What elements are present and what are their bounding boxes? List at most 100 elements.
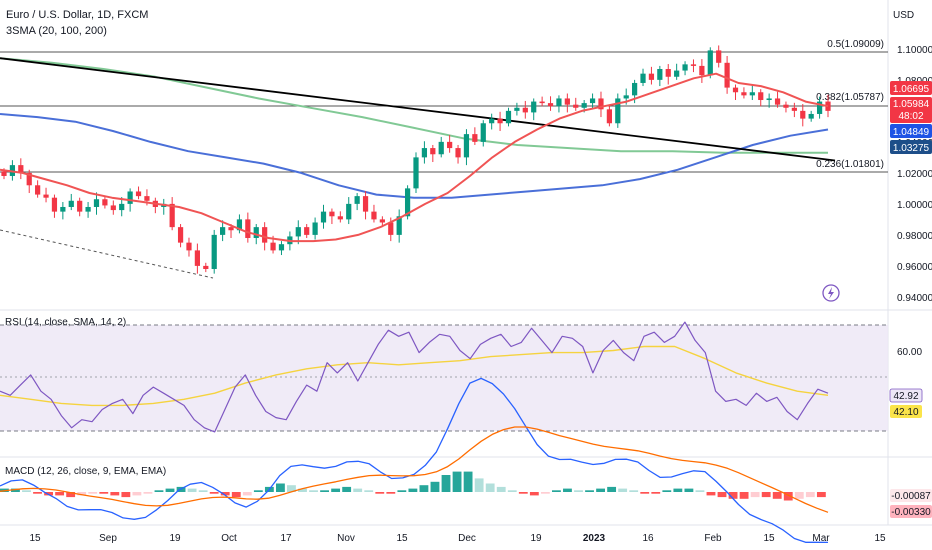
macd-histogram-bar [33, 492, 42, 494]
macd-histogram-bar [518, 492, 528, 494]
rsi-level-label: 60.00 [897, 347, 922, 358]
svg-text:1.05984: 1.05984 [893, 99, 930, 110]
candle [489, 113, 495, 130]
time-tick-label: 2023 [583, 533, 606, 544]
time-tick-label: 15 [29, 533, 41, 544]
time-tick-label: 17 [280, 533, 292, 544]
price-tick-label: 1.02000 [897, 169, 932, 180]
macd-histogram-bar [629, 490, 639, 492]
macd-histogram-bar [88, 492, 98, 494]
fib-lines[interactable] [0, 51, 888, 173]
sma100-path [0, 113, 829, 199]
rsi-title: RSI (14, close, SMA, 14, 2) [5, 317, 126, 328]
candle [177, 224, 184, 248]
svg-text:42.10: 42.10 [893, 407, 918, 418]
macd-histogram-bar [783, 492, 793, 501]
candle [783, 101, 789, 113]
candle [531, 98, 537, 121]
macd-histogram-bar [430, 481, 440, 492]
candle [135, 186, 142, 200]
time-tick-label: Feb [704, 533, 722, 544]
candle [766, 93, 772, 108]
candle [320, 204, 327, 229]
rsi-value-badge: 42.92 [889, 388, 923, 403]
candle [741, 87, 747, 99]
macd-histogram-bar [331, 488, 341, 492]
macd-histogram-bar [563, 488, 572, 492]
fib-0.382-label: 0.382(1.05787) [816, 92, 884, 103]
fib-0.236-label: 0.236(1.01801) [816, 159, 884, 170]
macd-histogram-bar [463, 471, 473, 492]
candle [808, 110, 814, 122]
candle [749, 85, 755, 101]
candle [455, 144, 461, 164]
sma100-line [0, 113, 829, 199]
candle [640, 68, 646, 87]
candle [800, 104, 806, 127]
candle [816, 96, 823, 119]
macd-histogram-bar [618, 488, 628, 492]
candle [35, 180, 41, 198]
candle [589, 93, 596, 110]
candle [598, 91, 604, 118]
candle [194, 243, 200, 274]
price-tick-label: 1.00000 [897, 200, 932, 211]
macd-histogram-bar [287, 485, 296, 492]
signal-line [0, 426, 829, 513]
macd-histogram-bar [585, 490, 594, 492]
candle [732, 84, 739, 101]
rsi-path [0, 321, 829, 433]
sma100-badge: 1.04849 [890, 124, 932, 138]
macd-histogram-bar [761, 492, 771, 498]
macd-histogram-bar [22, 490, 31, 492]
candle [77, 197, 83, 217]
macd-histogram-bar [209, 492, 219, 494]
candle [430, 144, 436, 163]
candle [304, 224, 310, 238]
macd-histogram-bar [794, 492, 804, 499]
sma200-badge: 1.03275 [890, 140, 932, 154]
candle [396, 209, 402, 243]
candle [68, 193, 74, 211]
macd-histogram-bar [375, 492, 385, 494]
macd-histogram-bar [507, 490, 517, 492]
candle [236, 214, 243, 234]
candle [774, 91, 781, 108]
rsi-band [0, 325, 888, 431]
macd-histogram-bar [750, 492, 760, 498]
close-price-badge: 1.06695 [890, 81, 932, 95]
macd-histogram-bar [397, 490, 407, 492]
signal-value-badge: -0.00330 [890, 505, 932, 518]
dashed-support-line[interactable] [0, 229, 214, 279]
price-tick-label: 1.10000 [897, 45, 932, 56]
time-tick-label: 19 [530, 533, 542, 544]
sma200-line [0, 57, 828, 154]
macd-histogram-bar [772, 492, 782, 499]
candle [463, 129, 470, 166]
candle [413, 152, 419, 194]
candle [110, 200, 116, 215]
candle [472, 127, 478, 145]
macd-histogram-bar [728, 492, 738, 499]
candle [699, 59, 705, 83]
macd-histogram-bar [651, 492, 661, 494]
trendline[interactable] [0, 57, 836, 162]
candle [362, 191, 369, 220]
candle [505, 107, 512, 127]
lightning-icon[interactable] [822, 284, 840, 302]
candle [716, 45, 722, 68]
candle [539, 96, 545, 107]
macd-histogram-bar [253, 490, 263, 492]
macd-histogram-bar [342, 486, 352, 492]
svg-text:-0.00087: -0.00087 [891, 491, 931, 502]
macd-histogram-bar [11, 488, 20, 492]
macd-histogram-bar [386, 492, 396, 494]
candle [648, 66, 655, 85]
candle [161, 198, 167, 215]
candle [682, 61, 688, 76]
macd-histogram-bar [154, 490, 164, 492]
candle [51, 194, 58, 218]
macd-histogram-bar [165, 488, 175, 492]
macd-histogram-bar [662, 490, 672, 492]
